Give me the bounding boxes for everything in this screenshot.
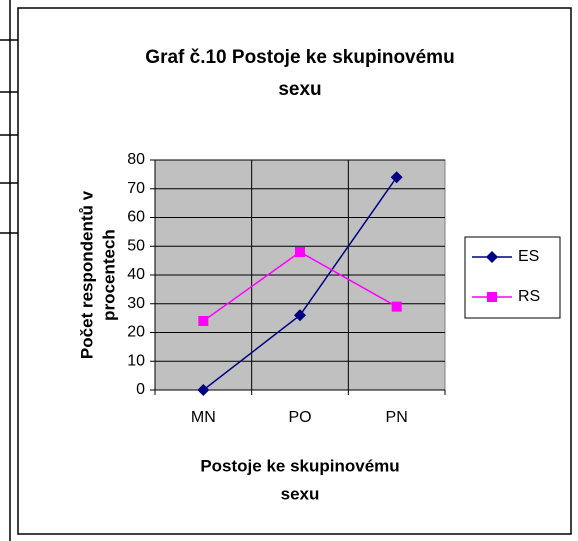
point: [391, 301, 402, 312]
y-tick-label: 60: [127, 209, 145, 226]
y-axis-title: Počet respondentů v: [77, 190, 96, 359]
point: [390, 171, 403, 184]
x-axis-title: Postoje ke skupinovému: [200, 456, 399, 475]
point: [294, 309, 306, 322]
y-tick-label: 0: [136, 381, 145, 398]
y-tick-label: 80: [127, 151, 145, 168]
y-tick-label: 70: [127, 180, 145, 197]
legend-marker: [487, 292, 497, 302]
point: [198, 316, 209, 326]
point: [295, 247, 305, 257]
x-tick-label: PN: [386, 409, 408, 426]
y-tick-label: 50: [127, 237, 145, 254]
chart-title: sexu: [278, 79, 321, 100]
x-tick-label: PO: [288, 409, 311, 426]
legend: [464, 236, 561, 319]
y-tick-label: 10: [127, 352, 145, 369]
point: [197, 384, 210, 396]
x-axis-title: sexu: [281, 484, 320, 503]
y-tick-label: 20: [127, 324, 145, 341]
chart-title: Graf č.10 Postoje ke skupinovému: [145, 47, 454, 68]
legend-marker: [486, 251, 498, 263]
y-tick-label: 30: [127, 295, 145, 312]
legend-label: RS: [518, 288, 540, 305]
y-tick-label: 40: [127, 266, 145, 283]
legend-label: ES: [518, 248, 539, 265]
x-tick-label: MN: [191, 409, 216, 426]
page-edge: [0, 0, 18, 541]
y-axis-title: procentech: [99, 229, 118, 321]
